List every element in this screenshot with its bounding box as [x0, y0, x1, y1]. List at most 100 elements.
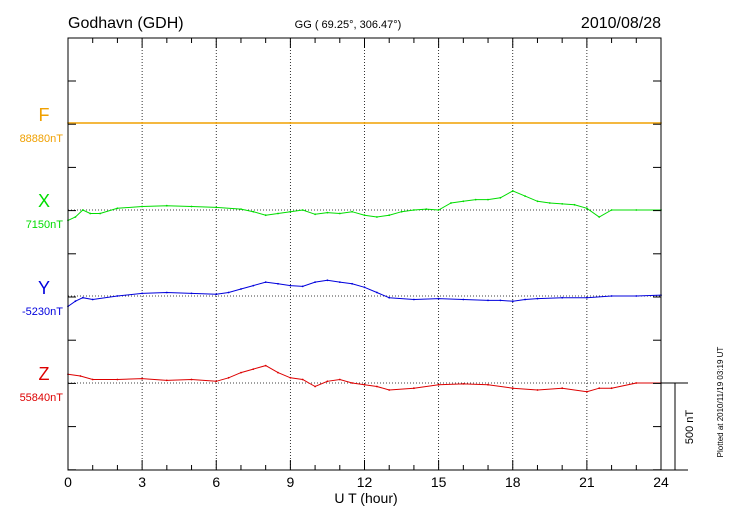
- data-point-z: [240, 371, 242, 374]
- component-name-z: Z: [39, 364, 50, 384]
- data-point-z: [437, 383, 440, 386]
- data-point-y: [536, 297, 539, 300]
- data-point-x: [400, 210, 403, 213]
- series-line-z: [67, 365, 661, 393]
- data-point-y: [81, 296, 84, 299]
- data-point-z: [376, 385, 378, 388]
- plot-date: 2010/08/28: [581, 15, 661, 32]
- data-point-y: [326, 279, 329, 282]
- x-tick-label-24: 24: [653, 474, 669, 490]
- data-point-x: [338, 212, 341, 215]
- data-point-x: [635, 209, 638, 211]
- data-point-x: [548, 202, 551, 204]
- data-point-y: [511, 300, 514, 303]
- data-point-x: [536, 200, 539, 203]
- data-point-y: [351, 282, 353, 285]
- data-point-x: [376, 216, 378, 218]
- station-coordinates: GG ( 69.25°, 306.47°): [295, 19, 402, 31]
- data-point-z: [487, 383, 489, 386]
- data-point-x: [524, 195, 526, 198]
- baseline-value-f: 88880nT: [20, 133, 64, 145]
- data-point-z: [586, 390, 588, 393]
- scale-bar: 500 nT: [661, 382, 696, 471]
- data-point-y: [586, 296, 588, 299]
- data-point-x: [240, 208, 242, 211]
- data-point-y: [227, 291, 230, 294]
- data-point-z: [301, 378, 304, 381]
- data-point-z: [91, 378, 94, 381]
- data-point-x: [474, 198, 477, 201]
- data-point-x: [413, 209, 415, 211]
- axis-ticks: [67, 38, 662, 471]
- data-point-z: [326, 380, 329, 383]
- data-point-f: [511, 122, 514, 124]
- data-point-z: [264, 364, 267, 367]
- data-point-x: [499, 196, 502, 199]
- data-point-x: [89, 212, 92, 215]
- baseline-value-x: 7150nT: [26, 219, 64, 231]
- plotted-at-note: Plotted at 2010/11/19 03:19 UT: [716, 347, 725, 458]
- data-point-y: [190, 292, 193, 295]
- scale-bar-label: 500 nT: [684, 410, 696, 445]
- component-name-f: F: [39, 105, 50, 125]
- data-point-y: [301, 285, 304, 288]
- data-point-y: [141, 292, 144, 295]
- series-line-y: [67, 279, 662, 307]
- station-title: Godhavn (GDH): [68, 15, 184, 32]
- data-point-x: [264, 214, 267, 217]
- grid-lines: [141, 38, 588, 470]
- data-point-y: [487, 299, 489, 302]
- x-axis-label: U T (hour): [334, 490, 397, 506]
- component-name-y: Y: [38, 278, 50, 298]
- data-point-z: [388, 389, 391, 391]
- data-point-z: [610, 387, 613, 390]
- data-point-y: [240, 288, 242, 290]
- data-point-y: [215, 293, 218, 296]
- data-point-y: [610, 295, 613, 297]
- data-point-y: [252, 284, 255, 287]
- data-point-z: [314, 385, 316, 388]
- data-point-x: [99, 212, 101, 215]
- data-point-z: [141, 377, 144, 380]
- data-point-x: [598, 216, 601, 218]
- data-point-y: [264, 281, 267, 283]
- data-point-x: [450, 202, 452, 204]
- data-point-f: [363, 122, 366, 124]
- component-name-x: X: [38, 191, 50, 211]
- data-point-z: [363, 383, 366, 386]
- data-point-x: [351, 210, 353, 213]
- data-point-y: [413, 298, 415, 301]
- data-point-x: [301, 209, 304, 211]
- data-point-y: [462, 298, 465, 301]
- data-point-z: [165, 379, 168, 382]
- x-tick-label-6: 6: [212, 474, 220, 490]
- x-tick-label-9: 9: [286, 474, 294, 490]
- data-point-z: [252, 368, 255, 370]
- component-labels: F 88880nT X 7150nT Y -5230nT Z 55840nT: [20, 105, 64, 404]
- data-point-x: [487, 198, 489, 201]
- data-point-z: [635, 382, 638, 384]
- x-tick-label-12: 12: [357, 474, 373, 490]
- data-point-x: [561, 203, 564, 205]
- data-point-x: [165, 204, 168, 207]
- data-point-x: [586, 207, 588, 210]
- data-point-y: [499, 299, 502, 302]
- data-point-x: [573, 203, 576, 206]
- data-point-f: [289, 122, 292, 124]
- data-point-x: [388, 214, 391, 217]
- data-point-z: [462, 383, 465, 385]
- data-point-x: [215, 206, 218, 209]
- data-point-f: [437, 122, 440, 124]
- data-point-y: [388, 296, 391, 299]
- data-point-x: [326, 211, 329, 214]
- data-point-x: [252, 210, 255, 213]
- data-point-x: [437, 209, 440, 211]
- data-point-x: [81, 209, 84, 211]
- data-point-y: [116, 295, 119, 297]
- data-point-z: [215, 380, 218, 383]
- data-point-y: [338, 281, 341, 283]
- data-point-y: [376, 291, 378, 294]
- x-tick-label-21: 21: [579, 474, 595, 490]
- data-point-y: [524, 298, 526, 301]
- x-tick-label-3: 3: [138, 474, 146, 490]
